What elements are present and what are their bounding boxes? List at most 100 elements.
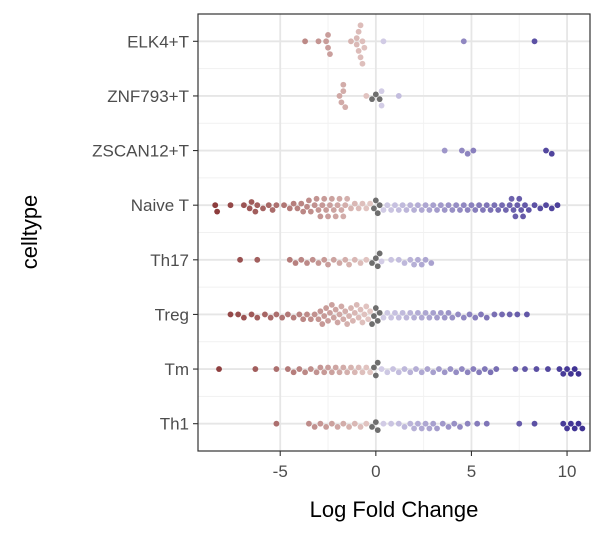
data-point — [369, 96, 375, 103]
data-point — [328, 420, 335, 427]
data-point — [464, 150, 471, 157]
data-point — [407, 309, 414, 316]
data-point — [533, 366, 540, 372]
data-point — [355, 28, 362, 35]
data-point — [430, 420, 437, 427]
data-point — [284, 311, 291, 318]
data-point — [334, 202, 341, 209]
data-point — [262, 311, 268, 318]
y-tick-label: Naive T — [131, 196, 189, 215]
data-point — [371, 364, 377, 371]
data-point — [403, 207, 410, 213]
data-point — [458, 147, 465, 154]
data-point — [279, 314, 286, 321]
data-point — [273, 420, 280, 427]
data-point — [470, 366, 477, 372]
data-point — [334, 423, 341, 430]
data-point — [418, 369, 425, 376]
data-point — [300, 316, 307, 323]
data-point — [499, 202, 505, 209]
data-point — [371, 313, 377, 319]
data-point — [353, 41, 360, 48]
data-point — [309, 256, 316, 263]
data-point — [571, 366, 578, 372]
data-point — [434, 314, 440, 321]
y-tick-label: ZNF793+T — [107, 87, 189, 106]
x-tick-label: 5 — [467, 462, 476, 481]
y-axis: ELK4+T ZNF793+T ZSCAN12+T Naive T Th17 Treg Tm… — [92, 32, 198, 434]
data-point — [342, 202, 349, 209]
data-point — [286, 205, 293, 212]
data-point — [330, 207, 337, 213]
data-point — [520, 213, 526, 220]
data-point — [349, 317, 356, 324]
y-tick-label: Tm — [164, 360, 189, 379]
data-point — [342, 256, 349, 263]
data-point — [353, 301, 360, 308]
data-point — [355, 314, 362, 321]
data-point — [457, 207, 463, 213]
data-point — [384, 202, 391, 209]
data-point — [564, 366, 570, 372]
data-point — [401, 366, 408, 372]
data-point — [483, 420, 490, 427]
data-point — [323, 305, 330, 311]
data-point — [325, 261, 331, 268]
data-point — [357, 260, 364, 266]
data-point — [374, 263, 381, 270]
data-point — [340, 364, 347, 371]
data-point — [304, 203, 310, 210]
data-point — [317, 308, 324, 315]
data-point — [476, 369, 482, 376]
data-point — [340, 88, 347, 95]
data-point — [254, 202, 261, 209]
data-point — [319, 321, 326, 327]
data-point — [441, 369, 448, 376]
data-point — [328, 369, 335, 376]
data-point — [363, 364, 370, 371]
data-point — [269, 207, 276, 213]
data-point — [411, 207, 417, 213]
data-point — [355, 205, 362, 212]
data-point — [254, 314, 261, 321]
data-point — [472, 207, 479, 213]
data-point — [415, 256, 421, 263]
data-point — [483, 202, 490, 209]
data-point — [481, 366, 488, 372]
data-point — [388, 314, 395, 321]
data-point — [478, 311, 484, 318]
data-point — [499, 311, 505, 318]
data-point — [403, 314, 410, 321]
data-point — [424, 366, 431, 372]
data-point — [327, 309, 333, 316]
data-point — [353, 35, 360, 42]
data-point — [340, 213, 347, 220]
data-point — [315, 207, 322, 213]
data-point — [321, 313, 328, 319]
data-point — [296, 311, 303, 318]
data-point — [342, 308, 349, 315]
data-point — [361, 311, 368, 318]
x-axis-title: Log Fold Change — [310, 497, 479, 522]
data-point — [439, 420, 446, 427]
data-point — [227, 202, 234, 209]
data-point — [441, 147, 448, 154]
data-point — [512, 366, 519, 372]
data-point — [411, 261, 417, 268]
data-point — [502, 207, 509, 213]
data-point — [374, 359, 381, 366]
data-point — [311, 202, 318, 209]
data-point — [240, 314, 247, 321]
data-point — [325, 317, 331, 324]
data-point — [548, 150, 555, 157]
data-point — [306, 197, 312, 204]
data-point — [436, 366, 442, 372]
data-point — [281, 202, 287, 209]
y-tick-label: ZSCAN12+T — [92, 142, 189, 161]
data-point — [361, 44, 368, 51]
data-point — [487, 369, 494, 376]
data-point — [348, 305, 354, 311]
data-point — [328, 301, 335, 308]
data-point — [560, 370, 567, 377]
data-point — [453, 202, 460, 209]
